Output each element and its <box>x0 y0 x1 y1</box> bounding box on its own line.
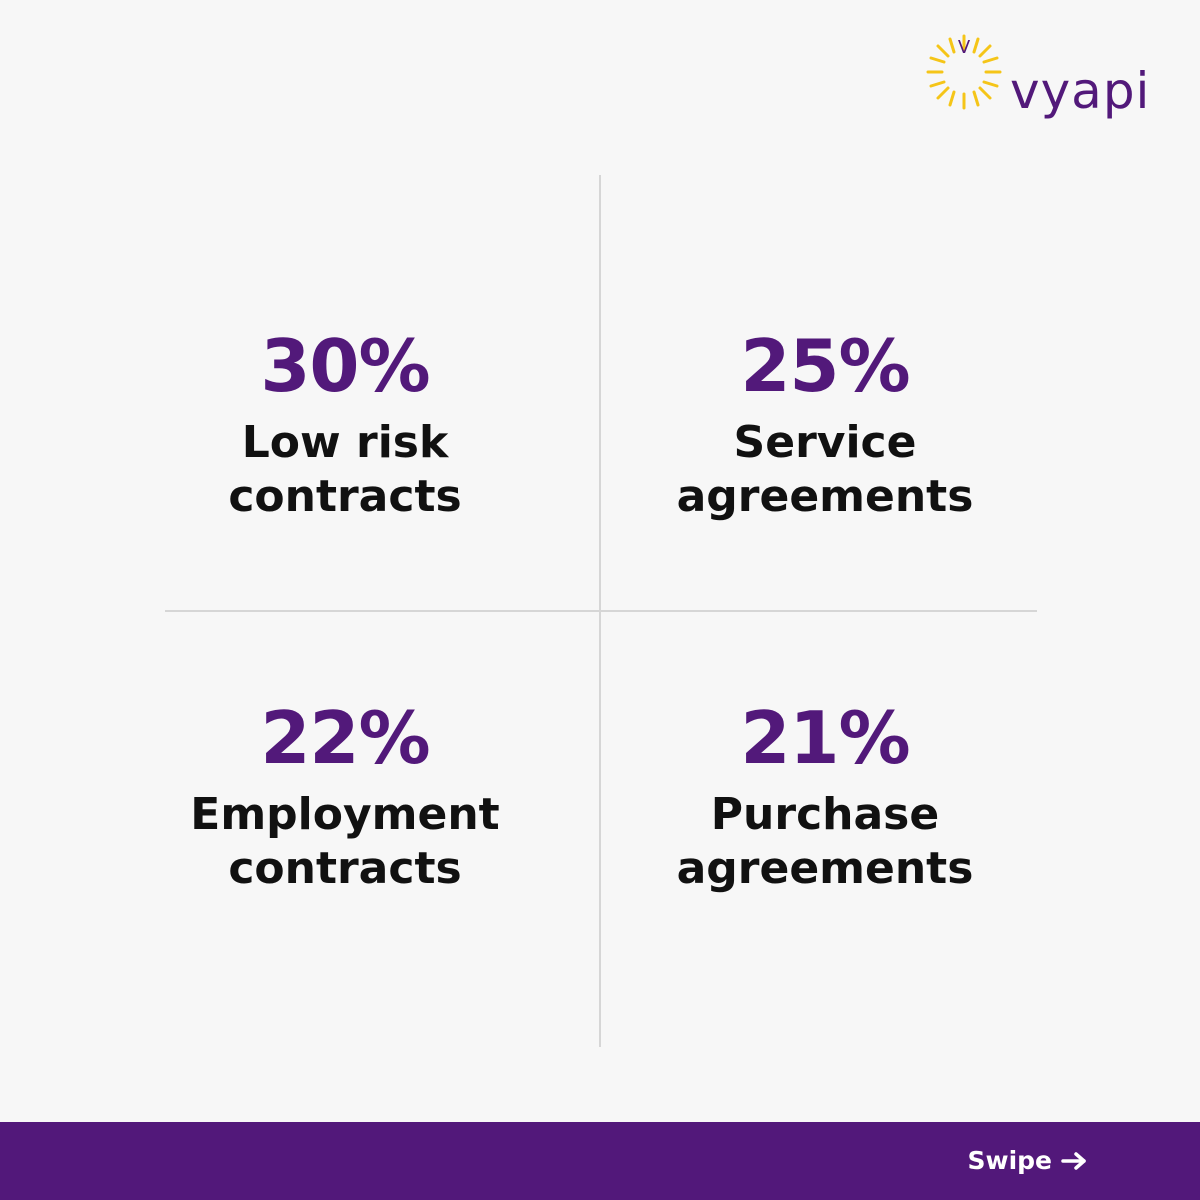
stat-value: 30% <box>260 324 430 408</box>
stat-label-line1: Employment <box>190 789 500 840</box>
stat-label-line1: Purchase <box>710 789 940 840</box>
stat-label: Purchase agreements <box>615 788 1035 896</box>
stat-purchase-agreements: 21% Purchase agreements <box>615 702 1035 896</box>
stat-employment-contracts: 22% Employment contracts <box>135 702 555 896</box>
stat-label-line2: agreements <box>676 471 974 522</box>
horizontal-divider <box>165 610 1037 612</box>
logo-letter: V <box>958 37 971 58</box>
stat-label-line2: contracts <box>228 843 462 894</box>
stat-label-line1: Service <box>733 417 917 468</box>
stat-label-line2: agreements <box>676 843 974 894</box>
brand-name: vyapi <box>1010 62 1151 120</box>
stat-value: 25% <box>740 324 910 408</box>
arrow-right-icon <box>1061 1151 1086 1170</box>
stat-label: Service agreements <box>615 416 1035 524</box>
sunburst-logo-icon: V <box>926 34 1002 110</box>
footer-bar: Swipe <box>0 1122 1200 1200</box>
stat-service-agreements: 25% Service agreements <box>615 330 1035 524</box>
stat-label: Low risk contracts <box>135 416 555 524</box>
stat-value: 21% <box>740 696 910 780</box>
stat-value: 22% <box>260 696 430 780</box>
stat-label-line1: Low risk <box>241 417 449 468</box>
brand-logo: V vyapi <box>922 30 1162 120</box>
swipe-button[interactable]: Swipe <box>967 1148 1088 1173</box>
stat-label-line2: contracts <box>228 471 462 522</box>
stat-label: Employment contracts <box>135 788 555 896</box>
stat-low-risk-contracts: 30% Low risk contracts <box>135 330 555 524</box>
swipe-label: Swipe <box>967 1146 1052 1175</box>
